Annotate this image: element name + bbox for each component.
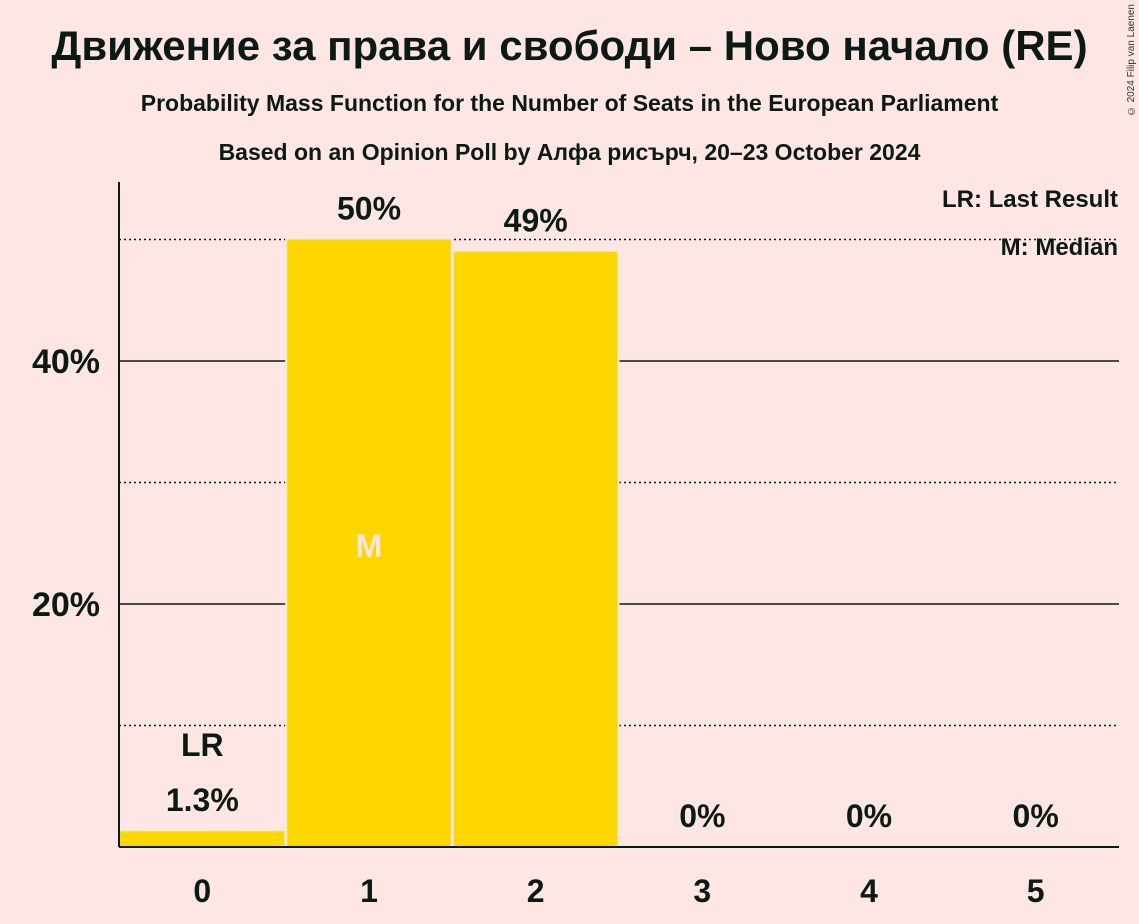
chart-subtitle: Probability Mass Function for the Number… [140, 90, 999, 116]
value-label-0: 1.3% [166, 782, 239, 818]
bar-0 [119, 831, 285, 847]
legend-median: M: Median [1000, 234, 1118, 261]
legend-last-result: LR: Last Result [941, 186, 1118, 213]
x-tick-label-1: 1 [360, 873, 378, 909]
value-label-3: 0% [679, 798, 725, 834]
value-label-2: 49% [504, 203, 568, 239]
value-label-4: 0% [846, 798, 892, 834]
median-marker: M [356, 528, 383, 564]
bar-1 [287, 239, 451, 847]
chart-source-subtitle: Based on an Opinion Poll by Алфа рисърч,… [218, 139, 921, 165]
last-result-marker: LR [181, 727, 224, 763]
x-tick-label-5: 5 [1027, 873, 1045, 909]
chart-title: Движение за права и свободи – Ново начал… [51, 22, 1088, 69]
value-label-5: 0% [1013, 798, 1059, 834]
bar-2 [453, 251, 618, 847]
x-tick-label-0: 0 [193, 873, 211, 909]
y-tick-label-20: 20% [32, 586, 100, 624]
y-tick-label-40: 40% [32, 343, 100, 381]
x-tick-label-4: 4 [860, 873, 878, 909]
x-tick-label-3: 3 [693, 873, 711, 909]
x-tick-label-2: 2 [527, 873, 545, 909]
value-label-1: 50% [337, 191, 401, 227]
